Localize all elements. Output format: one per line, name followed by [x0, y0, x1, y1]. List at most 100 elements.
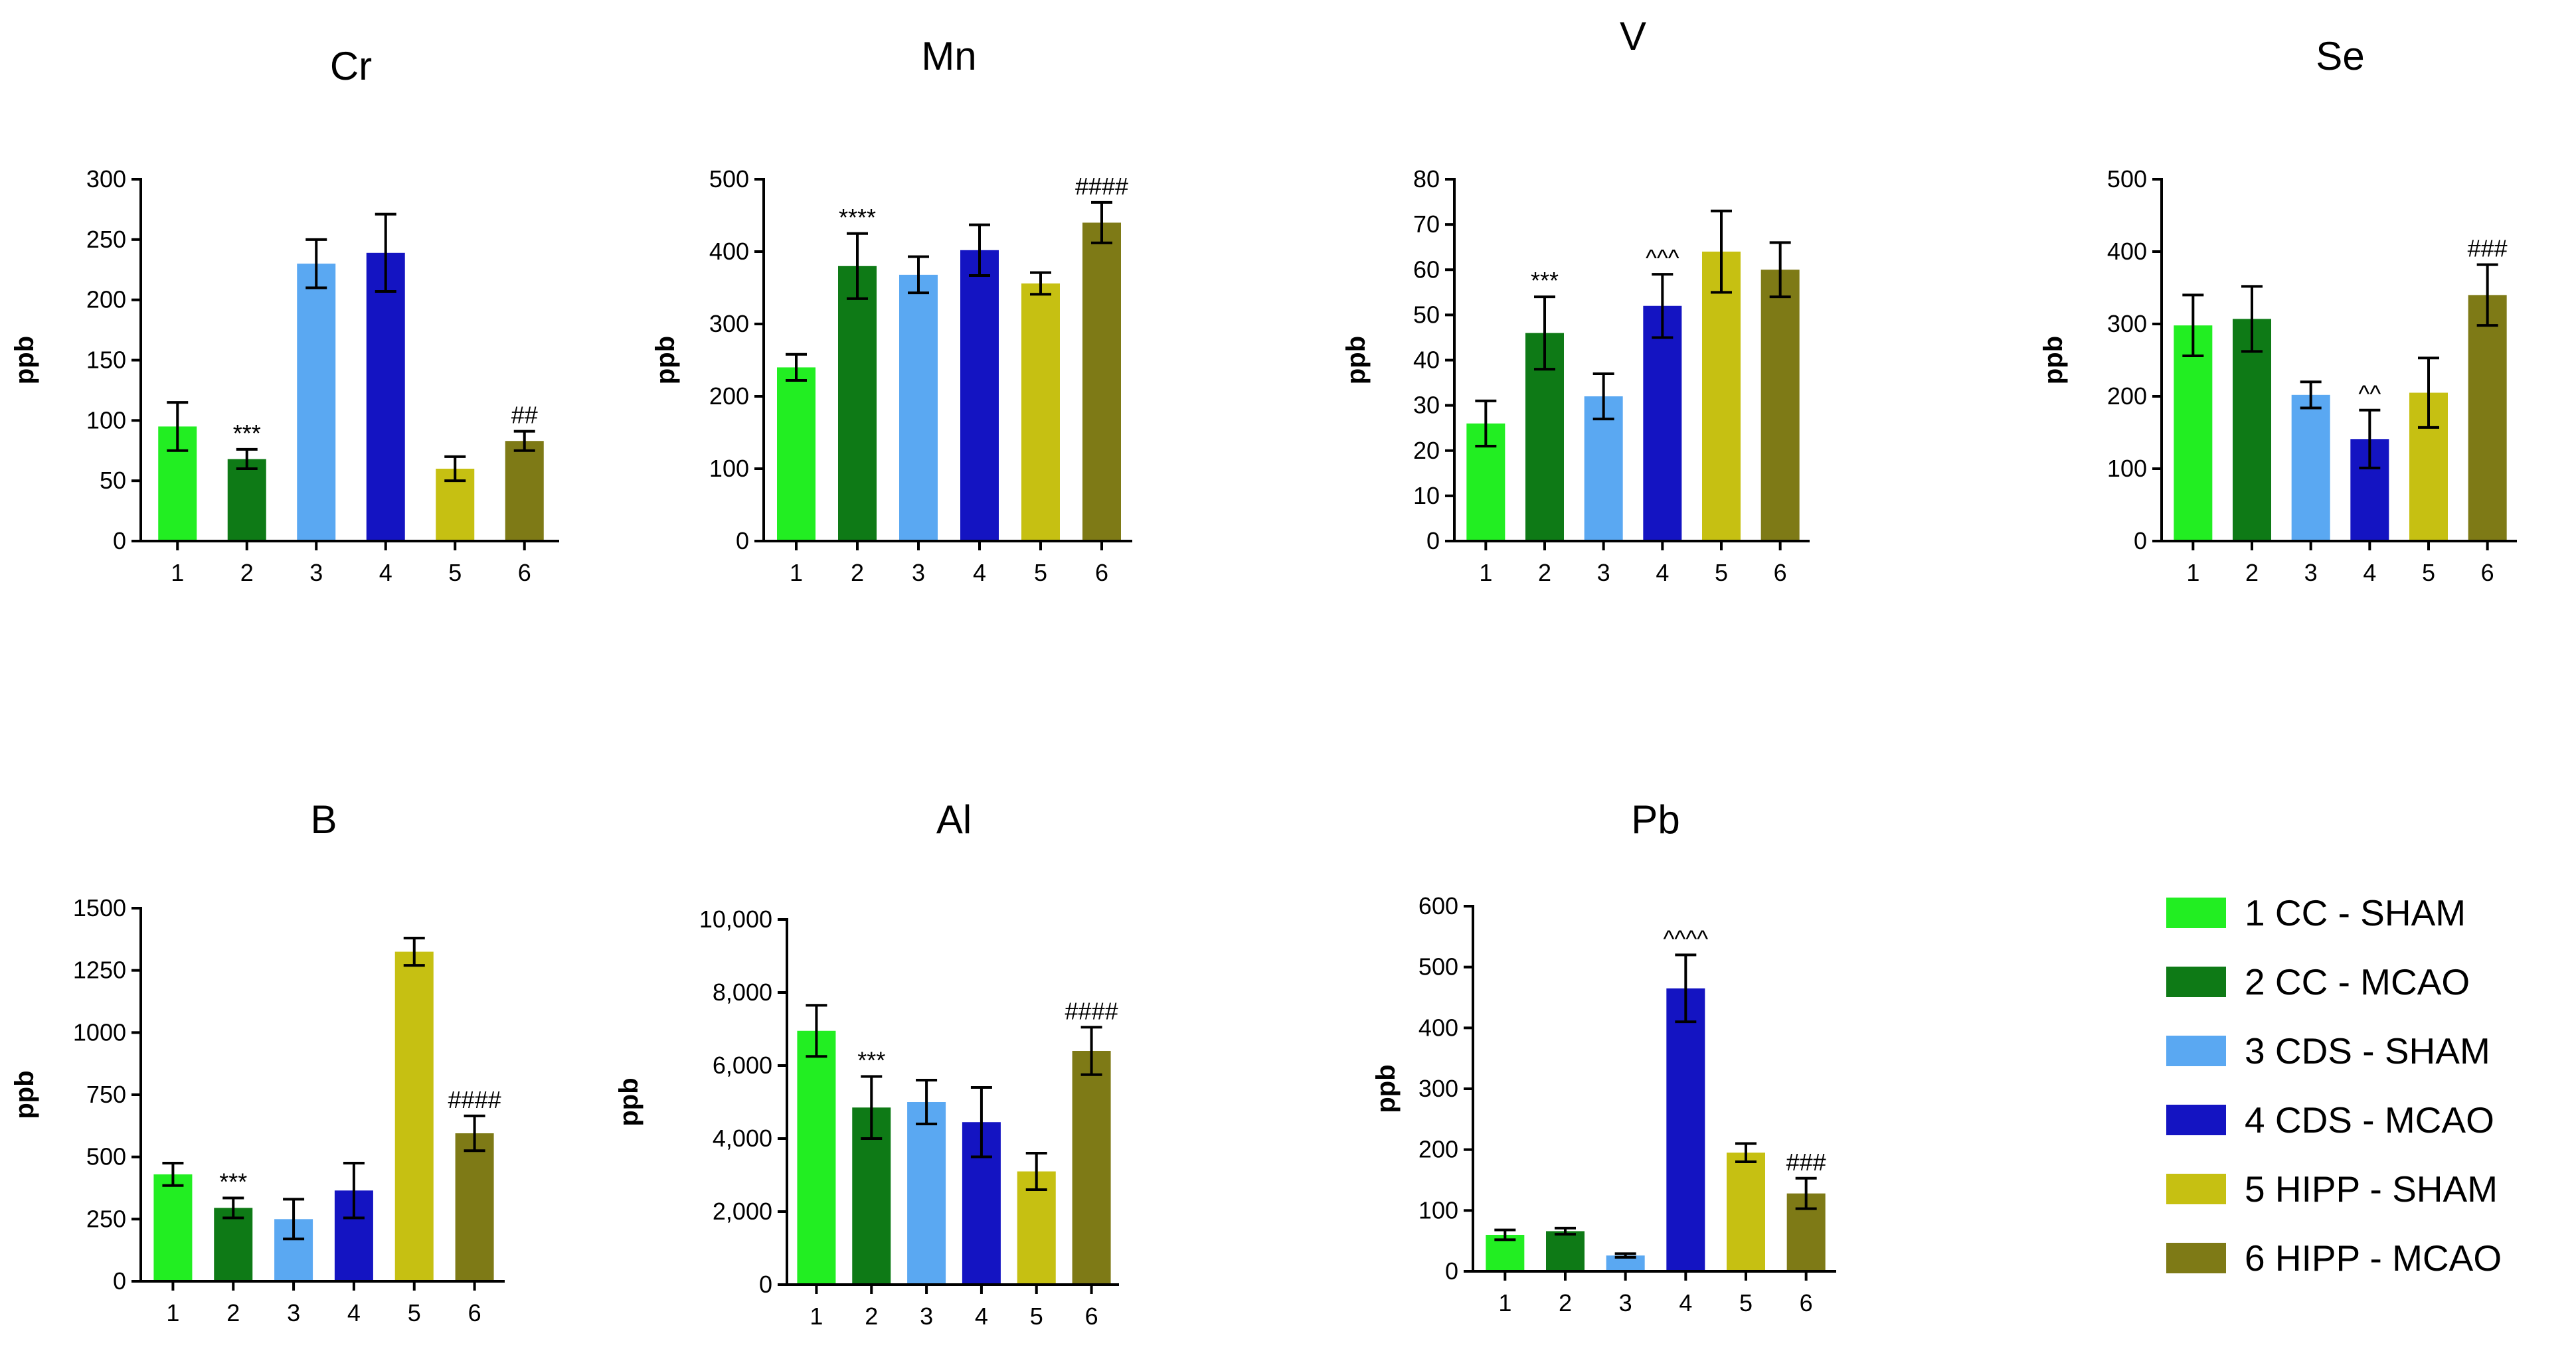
significance-label: ***	[233, 420, 261, 447]
bar-6	[1760, 270, 1800, 541]
bar-1	[797, 1030, 836, 1285]
y-tick-label: 0	[113, 1267, 126, 1295]
bar-1	[777, 367, 816, 541]
bar-5	[1702, 252, 1741, 541]
bar-6	[1082, 222, 1121, 541]
significance-label: ***	[857, 1047, 885, 1074]
x-tick-label: 2	[1559, 1289, 1572, 1316]
bar-3	[1606, 1255, 1645, 1271]
x-tick-label: 5	[1739, 1289, 1753, 1316]
x-tick-label: 3	[920, 1303, 933, 1330]
y-axis-label: ppb	[2039, 336, 2068, 384]
x-tick-label: 4	[1656, 559, 1669, 586]
x-tick-label: 2	[1538, 559, 1551, 586]
legend-swatch	[2166, 967, 2226, 997]
x-tick-label: 5	[1034, 559, 1047, 586]
bar-3	[899, 274, 938, 541]
legend-swatch	[2166, 1105, 2226, 1135]
bar-2	[1546, 1231, 1585, 1271]
y-tick-label: 10,000	[699, 906, 772, 933]
y-tick-label: 100	[2107, 455, 2147, 482]
y-tick-label: 0	[1426, 527, 1440, 554]
y-tick-label: 10	[1413, 482, 1440, 509]
x-tick-label: 2	[240, 559, 254, 586]
y-axis-label: ppb	[651, 336, 680, 384]
y-tick-label: 8,000	[713, 979, 772, 1006]
bar-6	[505, 441, 544, 541]
y-tick-label: 500	[86, 1143, 126, 1170]
y-tick-label: 500	[2107, 165, 2147, 193]
y-tick-label: 200	[709, 382, 749, 410]
bar-4	[960, 250, 999, 541]
bar-4	[366, 252, 405, 541]
bar-1	[2174, 325, 2213, 541]
bar-2	[227, 459, 266, 541]
significance-label: ####	[1065, 997, 1118, 1024]
legend-swatch	[2166, 1036, 2226, 1066]
legend-label: 3 CDS - SHAM	[2245, 1030, 2490, 1072]
x-tick-label: 3	[287, 1299, 300, 1326]
y-tick-label: 6,000	[713, 1052, 772, 1079]
significance-label: ***	[219, 1168, 247, 1195]
chart-title: V	[1620, 14, 1646, 58]
x-tick-label: 6	[518, 559, 531, 586]
chart-panel-al: Al ppb *** #### 0 2,000 4,000 6,000 8,000 10,000 1…	[614, 797, 1119, 1330]
y-axis-label: ppb	[10, 1070, 39, 1119]
y-tick-label: 50	[100, 467, 126, 494]
x-tick-label: 6	[1774, 559, 1787, 586]
x-tick-label: 4	[2363, 559, 2376, 586]
y-tick-label: 100	[709, 455, 749, 482]
y-tick-label: 20	[1413, 437, 1440, 464]
y-tick-label: 400	[2107, 238, 2147, 265]
x-tick-label: 2	[851, 559, 864, 586]
x-tick-label: 3	[1619, 1289, 1632, 1316]
y-tick-label: 70	[1413, 210, 1440, 238]
y-tick-label: 30	[1413, 392, 1440, 419]
y-tick-label: 40	[1413, 347, 1440, 374]
significance-label: ##	[511, 402, 538, 429]
y-tick-label: 300	[86, 165, 126, 193]
x-tick-label: 3	[1597, 559, 1610, 586]
y-tick-label: 750	[86, 1081, 126, 1108]
y-axis-label: ppb	[1341, 336, 1371, 384]
bar-4	[1666, 988, 1705, 1271]
y-tick-label: 2,000	[713, 1198, 772, 1225]
y-tick-label: 200	[2107, 382, 2147, 410]
bar-6	[2468, 295, 2507, 541]
bar-2	[214, 1208, 253, 1281]
x-tick-label: 5	[1030, 1303, 1043, 1330]
x-tick-label: 3	[912, 559, 925, 586]
significance-label: ***	[1531, 267, 1559, 294]
y-tick-label: 100	[1418, 1196, 1458, 1224]
y-tick-label: 400	[1418, 1014, 1458, 1041]
x-tick-label: 1	[810, 1303, 823, 1330]
legend-label: 2 CC - MCAO	[2245, 961, 2470, 1002]
y-tick-label: 100	[86, 406, 126, 434]
y-tick-label: 200	[1418, 1136, 1458, 1163]
y-tick-label: 300	[709, 310, 749, 337]
chart-title: Se	[2316, 34, 2364, 78]
x-tick-label: 4	[347, 1299, 361, 1326]
legend-label: 6 HIPP - MCAO	[2245, 1237, 2502, 1279]
chart-title: Mn	[921, 34, 976, 78]
y-tick-label: 1250	[73, 957, 126, 984]
y-tick-label: 4,000	[713, 1125, 772, 1152]
y-tick-label: 1500	[73, 894, 126, 921]
x-tick-label: 5	[408, 1299, 421, 1326]
significance-label: ^^	[2358, 380, 2381, 408]
significance-label: ####	[1075, 173, 1128, 200]
y-axis-label: ppb	[1371, 1064, 1401, 1113]
y-tick-label: 1000	[73, 1018, 126, 1046]
y-tick-label: 250	[86, 1205, 126, 1232]
y-tick-label: 80	[1413, 165, 1440, 193]
y-tick-label: 600	[1418, 892, 1458, 919]
x-tick-label: 1	[171, 559, 184, 586]
legend: 1 CC - SHAM 2 CC - MCAO 3 CDS - SHAM 4 CDS …	[2166, 892, 2502, 1279]
y-tick-label: 0	[759, 1271, 772, 1298]
y-tick-label: 500	[709, 165, 749, 193]
x-tick-label: 5	[2422, 559, 2435, 586]
significance-label: ****	[839, 204, 876, 231]
chart-panel-se: Se ppb ^^ ### 0 100 200 300 400 500 1 2 3 4 5 6	[2039, 34, 2517, 586]
